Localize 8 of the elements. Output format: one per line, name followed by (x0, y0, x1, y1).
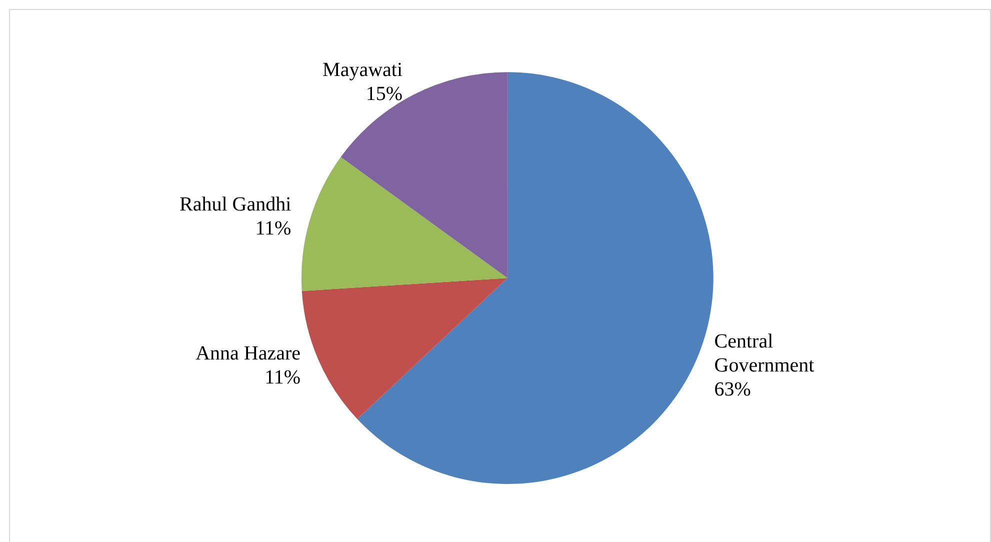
data-label: 15% (366, 83, 403, 106)
slice-label: Anna Hazare (196, 342, 301, 364)
data-label: 11% (264, 366, 301, 388)
slice-label: Rahul Gandhi (180, 194, 292, 216)
data-label: 11% (255, 218, 292, 240)
slice-label: Central Government (714, 330, 815, 376)
slice-label: Mayawati (322, 59, 403, 82)
data-label: 63% (714, 378, 751, 400)
